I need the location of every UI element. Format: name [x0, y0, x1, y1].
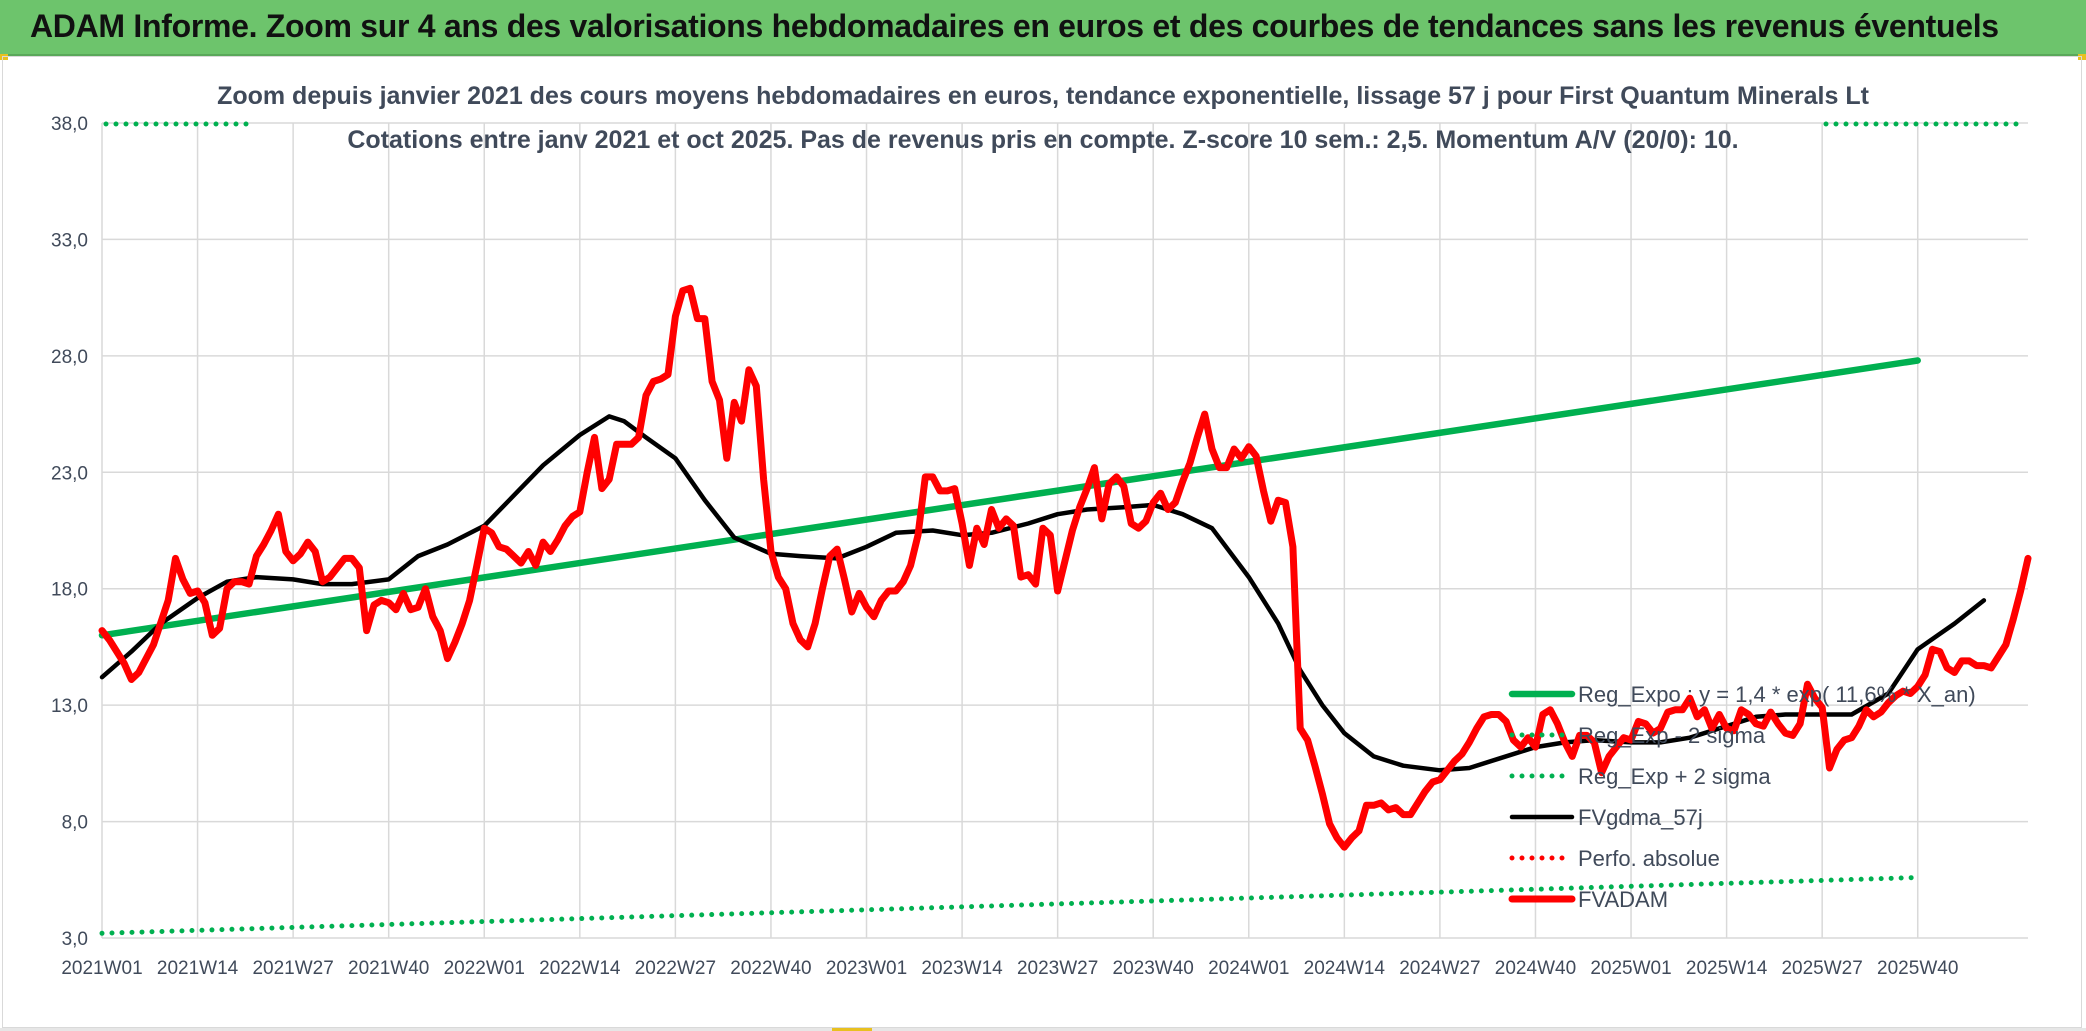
legend: Reg_Expo : y = 1,4 * exp( 11,6% * X_an) R…: [1508, 682, 1976, 912]
x-tick-label: 2022W40: [730, 958, 811, 979]
report-title: ADAM Informe. Zoom sur 4 ans des valoris…: [30, 8, 1999, 44]
x-tick-label: 2025W01: [1590, 958, 1671, 979]
x-axis: 2021W01 2021W14 2021W27 2021W40 2022W01 2022W…: [61, 958, 1958, 979]
accent-left: [0, 54, 8, 60]
x-tick-label: 2023W27: [1017, 958, 1098, 979]
bottom-accent: [832, 1028, 872, 1031]
chart-subtitle: Cotations entre janv 2021 et oct 2025. P…: [347, 126, 1739, 154]
legend-label: Reg_Expo : y = 1,4 * exp( 11,6% * X_an): [1578, 682, 1976, 707]
y-tick-label: 13,0: [51, 696, 88, 717]
x-tick-label: 2022W14: [539, 958, 621, 979]
x-tick-label: 2021W40: [348, 958, 429, 979]
accent-right: [2078, 54, 2086, 60]
x-tick-label: 2023W40: [1113, 958, 1194, 979]
y-tick-label: 23,0: [51, 463, 88, 484]
legend-label: Reg_Exp - 2 sigma: [1578, 723, 1766, 748]
report-banner: ADAM Informe. Zoom sur 4 ans des valoris…: [0, 0, 2086, 56]
x-tick-label: 2024W27: [1399, 958, 1480, 979]
x-tick-label: 2023W01: [826, 958, 907, 979]
legend-label: FVADAM: [1578, 887, 1668, 912]
x-tick-label: 2021W14: [157, 958, 239, 979]
bottom-border: [0, 1028, 2086, 1031]
series-line-0: [98, 357, 1921, 639]
series-layer: [98, 121, 2032, 936]
legend-label: Perfo. absolue: [1578, 846, 1720, 871]
x-tick-label: 2022W27: [635, 958, 716, 979]
series-line-5: [98, 284, 2032, 851]
x-tick-label: 2025W40: [1877, 958, 1958, 979]
x-tick-label: 2024W14: [1304, 958, 1386, 979]
x-tick-label: 2024W01: [1208, 958, 1289, 979]
series-line-1: [99, 875, 1921, 936]
chart-title: Zoom depuis janvier 2021 des cours moyen…: [217, 82, 1869, 110]
y-tick-label: 3,0: [62, 929, 88, 950]
y-tick-label: 33,0: [51, 230, 88, 251]
x-tick-label: 2024W40: [1495, 958, 1576, 979]
y-tick-label: 18,0: [51, 580, 88, 601]
gridlines: [101, 122, 2028, 939]
x-tick-label: 2025W27: [1781, 958, 1862, 979]
y-tick-label: 8,0: [62, 813, 88, 834]
y-axis: 3,0 8,0 13,0 18,0 23,0 28,0 33,0 38,0: [51, 114, 88, 950]
x-tick-label: 2025W14: [1686, 958, 1768, 979]
legend-label: Reg_Exp + 2 sigma: [1578, 764, 1771, 789]
series-line-3: [99, 414, 1987, 773]
x-tick-label: 2021W27: [252, 958, 333, 979]
x-tick-label: 2023W14: [921, 958, 1003, 979]
legend-label: FVgdma_57j: [1578, 805, 1703, 830]
y-tick-label: 38,0: [51, 114, 88, 135]
x-tick-label: 2022W01: [444, 958, 525, 979]
y-tick-label: 28,0: [51, 347, 88, 368]
x-tick-label: 2021W01: [61, 958, 142, 979]
chart-frame: [2, 56, 2082, 1028]
